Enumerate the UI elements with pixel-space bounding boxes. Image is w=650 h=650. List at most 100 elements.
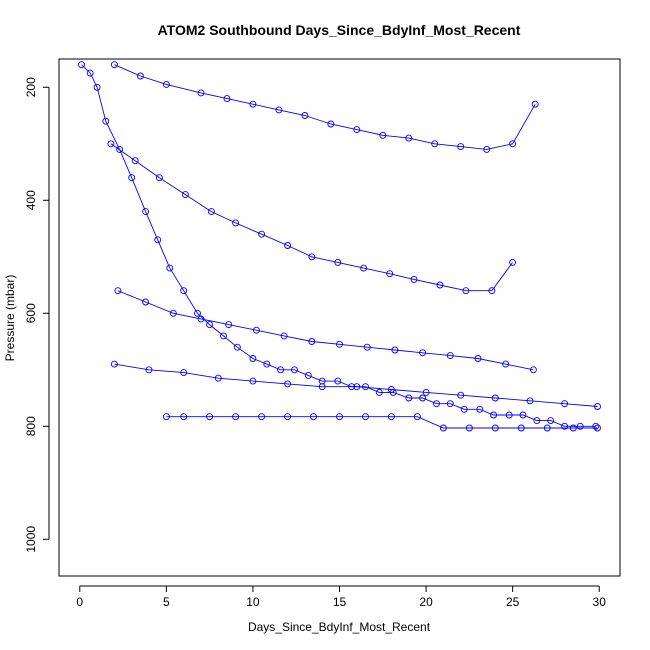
series-line (114, 363, 598, 407)
series-line (166, 416, 598, 429)
data-point (194, 309, 201, 317)
data-point (488, 287, 496, 295)
data-point (206, 413, 214, 421)
data-point (526, 397, 534, 405)
plot-frame (58, 58, 621, 577)
x-axis-label: Days_Since_BdyInf_Most_Recent (248, 620, 431, 634)
data-point (386, 270, 394, 278)
x-tick-label: 10 (246, 595, 260, 609)
data-point (225, 321, 233, 329)
data-point (181, 191, 189, 199)
x-axis: 0 5 10 15 20 25 30 (76, 585, 607, 609)
series-line (114, 64, 536, 150)
data-point (102, 117, 110, 125)
x-tick-label: 0 (76, 595, 83, 609)
data-point (301, 112, 309, 119)
data-point (410, 275, 418, 283)
data-point (86, 69, 94, 77)
data-point (145, 366, 153, 374)
data-point (360, 264, 368, 272)
data-point (310, 413, 317, 421)
data-point (232, 413, 240, 421)
data-point (263, 360, 271, 368)
y-tick-label: 400 (24, 190, 38, 210)
data-point (252, 326, 260, 334)
data-point (594, 424, 601, 432)
x-tick-label: 30 (593, 595, 607, 609)
data-point (465, 424, 473, 432)
data-point (561, 400, 569, 408)
data-point (476, 405, 484, 413)
data-point (375, 388, 383, 396)
data-point (207, 208, 215, 216)
data-series-1 (78, 61, 600, 430)
data-point (462, 287, 470, 295)
data-point (114, 287, 122, 295)
data-point (490, 411, 498, 419)
data-point (233, 343, 241, 351)
data-point (334, 258, 342, 266)
series-line (81, 64, 596, 427)
data-point (142, 298, 150, 306)
data-point (569, 424, 577, 432)
data-point (197, 315, 205, 323)
plot-area (78, 61, 601, 432)
data-point (439, 424, 447, 432)
data-point (308, 253, 316, 261)
data-point (162, 413, 170, 421)
data-point (180, 413, 188, 421)
data-series-2 (110, 61, 539, 153)
data-point (284, 380, 292, 388)
data-point (249, 355, 257, 362)
data-point (517, 424, 525, 432)
data-point (334, 377, 342, 385)
data-series-3 (107, 140, 517, 295)
data-series-6 (162, 413, 601, 432)
data-point (491, 394, 499, 402)
data-point (363, 343, 371, 351)
y-tick-label: 200 (24, 77, 38, 97)
data-point (131, 157, 139, 165)
data-point (446, 400, 454, 408)
chart-title: ATOM2 Southbound Days_Since_BdyInf_Most_… (158, 22, 521, 38)
data-point (405, 394, 413, 402)
data-point (505, 411, 513, 419)
data-point (576, 422, 584, 430)
series-line (117, 290, 534, 371)
series-line (110, 143, 513, 292)
data-point (258, 230, 266, 238)
data-point (509, 258, 517, 266)
data-point (336, 413, 343, 421)
data-point (284, 413, 292, 421)
y-axis-label: Pressure (mbar) (3, 275, 17, 362)
data-point (379, 131, 387, 139)
y-tick-label: 600 (24, 303, 38, 323)
data-point (502, 360, 510, 368)
x-tick-label: 5 (163, 595, 170, 609)
data-point (387, 386, 395, 393)
data-point (284, 242, 292, 249)
data-point (232, 219, 240, 227)
data-point (249, 377, 257, 385)
data-point (519, 411, 527, 419)
data-point (483, 145, 491, 153)
data-point (561, 422, 569, 430)
data-point (387, 413, 395, 421)
y-tick-label: 1000 (24, 526, 38, 553)
data-point (460, 405, 468, 413)
data-point (533, 417, 541, 425)
data-point (155, 174, 163, 182)
x-tick-label: 25 (506, 595, 520, 609)
data-series-5 (110, 360, 601, 410)
data-point (154, 236, 162, 244)
data-point (93, 83, 101, 91)
y-tick-label: 800 (24, 416, 38, 436)
data-point (110, 360, 118, 368)
data-point (128, 174, 136, 182)
data-point (277, 366, 285, 374)
data-point (457, 391, 465, 399)
data-point (220, 332, 227, 340)
data-point (509, 140, 517, 148)
data-point (436, 281, 444, 289)
